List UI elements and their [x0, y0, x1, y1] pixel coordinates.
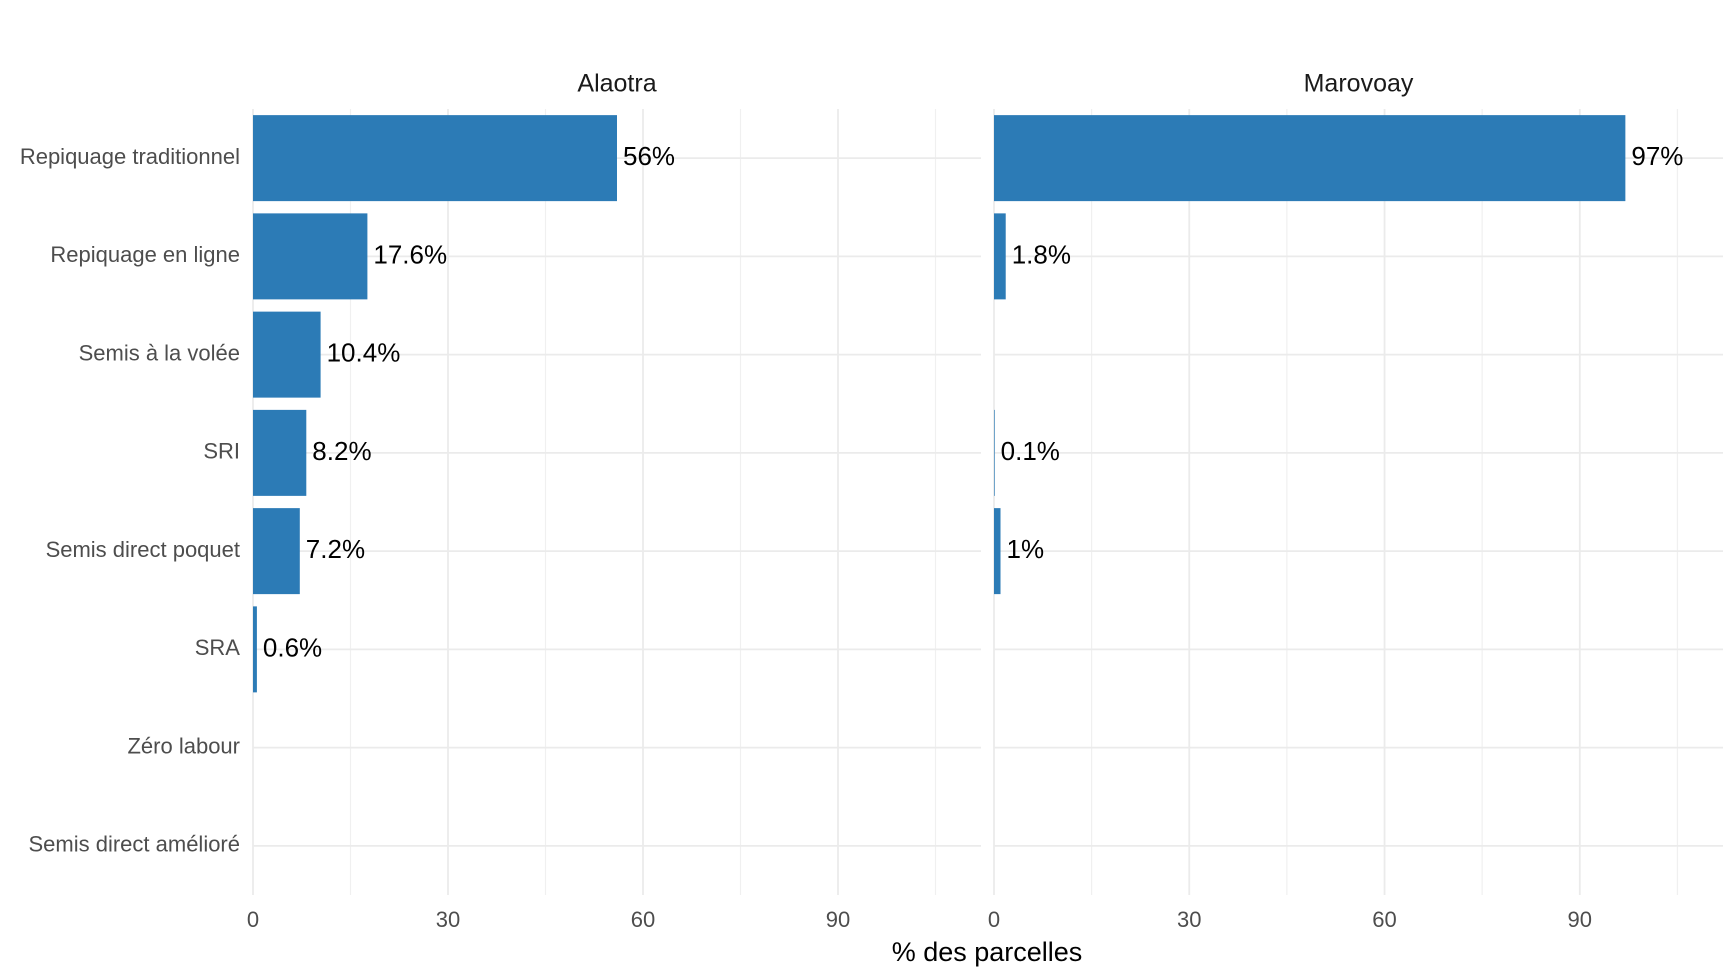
bar	[253, 311, 321, 398]
value-label: 56%	[623, 141, 675, 171]
bar	[253, 409, 307, 496]
bar	[253, 213, 368, 300]
value-label: 17.6%	[373, 239, 447, 269]
x-tick-label: 90	[826, 907, 850, 932]
value-label: 10.4%	[327, 338, 401, 368]
x-axis-label: % des parcelles	[892, 937, 1083, 967]
x-tick-label: 30	[436, 907, 460, 932]
value-label: 97%	[1631, 141, 1683, 171]
bar	[253, 508, 300, 595]
bar	[994, 409, 995, 496]
value-label: 8.2%	[312, 436, 371, 466]
x-tick-label: 60	[1372, 907, 1396, 932]
value-label: 1.8%	[1012, 239, 1071, 269]
x-tick-label: 0	[988, 907, 1000, 932]
value-label: 7.2%	[306, 534, 365, 564]
category-label: Semis direct amélioré	[28, 832, 240, 857]
category-label: Repiquage traditionnel	[20, 144, 240, 169]
category-label: SRI	[203, 439, 240, 464]
x-tick-label: 60	[631, 907, 655, 932]
x-tick-label: 30	[1177, 907, 1201, 932]
bar	[994, 508, 1001, 595]
category-label: SRA	[195, 635, 241, 660]
bar	[994, 115, 1626, 202]
x-tick-label: 90	[1568, 907, 1592, 932]
category-label: Repiquage en ligne	[50, 242, 240, 267]
value-label: 1%	[1007, 534, 1045, 564]
value-label: 0.6%	[263, 632, 322, 662]
category-label: Semis à la volée	[79, 340, 240, 365]
bar	[994, 213, 1006, 300]
x-tick-label: 0	[247, 907, 259, 932]
value-label: 0.1%	[1001, 436, 1060, 466]
panel-title: Alaotra	[577, 70, 656, 98]
category-label: Semis direct poquet	[46, 537, 240, 562]
category-label: Zéro labour	[127, 733, 240, 758]
bar	[253, 115, 617, 202]
panel-title: Marovoay	[1304, 70, 1414, 98]
bar	[253, 606, 257, 693]
